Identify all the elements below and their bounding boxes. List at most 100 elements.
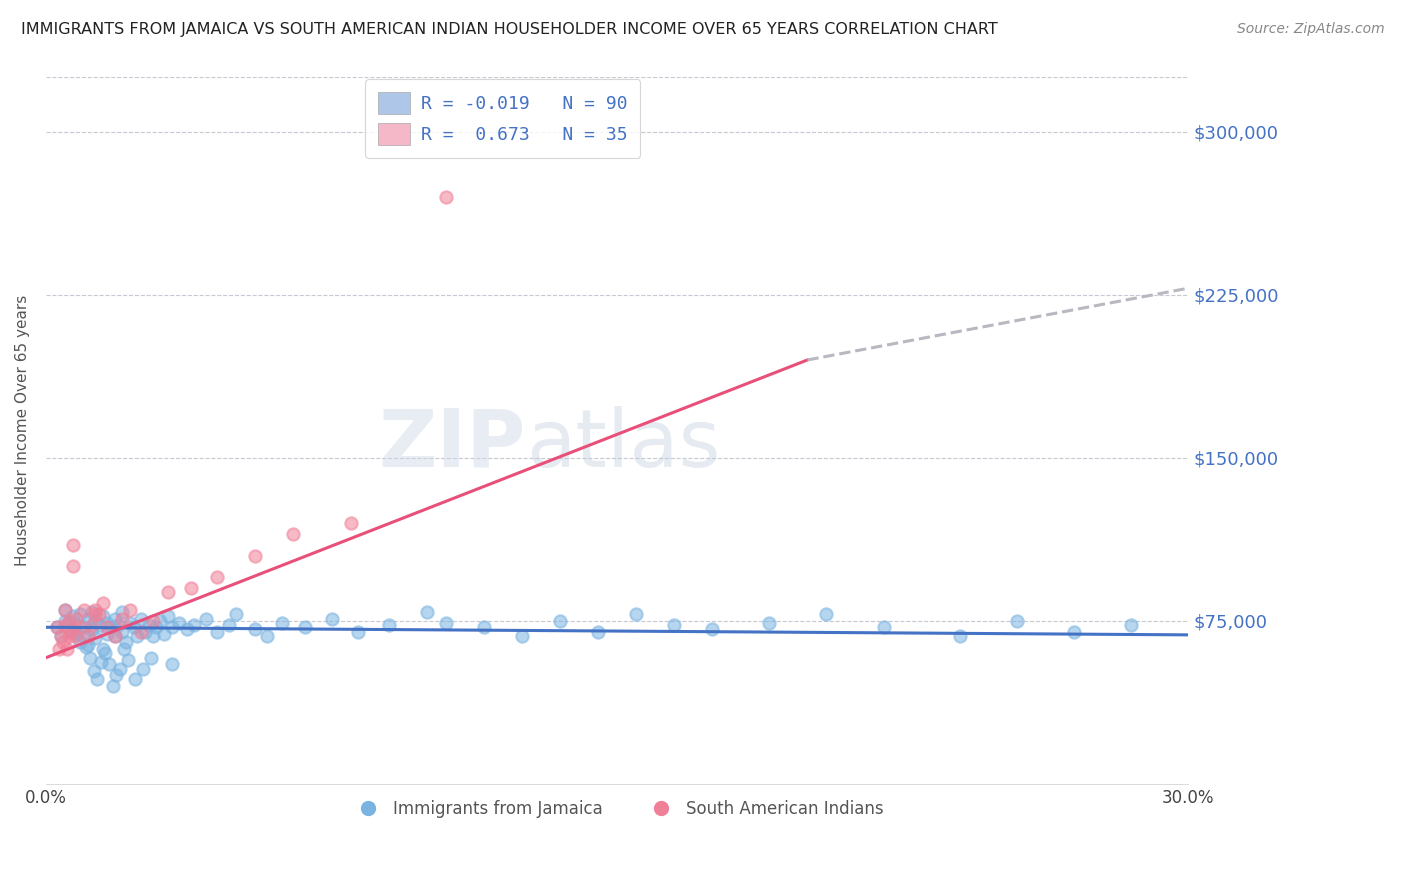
Point [76, 638, 98, 652]
Point [118, 615, 141, 630]
Point [96, 627, 118, 641]
Point [100, 620, 122, 634]
Point [91, 642, 114, 657]
Point [111, 611, 134, 625]
Point [294, 620, 316, 634]
Text: atlas: atlas [526, 406, 720, 483]
Point [624, 607, 647, 622]
Point [46, 620, 69, 634]
Point [194, 611, 217, 625]
Point [115, 635, 138, 649]
Point [117, 653, 139, 667]
Point [160, 620, 183, 634]
Point [132, 662, 155, 676]
Point [83, 664, 105, 678]
Point [96, 615, 118, 630]
Point [207, 570, 229, 584]
Point [149, 614, 172, 628]
Point [662, 618, 685, 632]
Point [111, 605, 134, 619]
Point [53, 618, 76, 632]
Point [73, 620, 96, 634]
Point [84, 614, 107, 628]
Point [107, 618, 129, 632]
Point [256, 629, 278, 643]
Point [53, 603, 76, 617]
Point [58, 615, 80, 630]
Point [347, 624, 370, 639]
Point [225, 607, 247, 622]
Point [65, 618, 87, 632]
Point [58, 629, 80, 643]
Point [84, 607, 107, 622]
Point [245, 623, 267, 637]
Point [103, 611, 125, 625]
Point [180, 581, 202, 595]
Point [96, 620, 118, 634]
Point [80, 623, 103, 637]
Point [79, 650, 101, 665]
Point [53, 603, 76, 617]
Point [110, 662, 132, 676]
Point [321, 611, 343, 625]
Point [75, 640, 97, 654]
Point [339, 516, 361, 530]
Point [245, 549, 267, 563]
Point [1063, 624, 1085, 639]
Point [62, 538, 84, 552]
Point [1005, 614, 1028, 628]
Point [58, 623, 80, 637]
Point [702, 623, 724, 637]
Point [76, 611, 98, 625]
Point [815, 607, 838, 622]
Point [129, 624, 152, 639]
Point [62, 609, 84, 624]
Point [1119, 618, 1142, 632]
Point [183, 618, 205, 632]
Point [80, 618, 103, 632]
Point [142, 629, 165, 643]
Point [872, 620, 894, 634]
Point [124, 673, 146, 687]
Point [586, 624, 609, 639]
Point [62, 624, 84, 639]
Point [80, 605, 103, 619]
Point [105, 668, 128, 682]
Point [139, 650, 162, 665]
Point [134, 624, 156, 639]
Point [127, 629, 149, 643]
Point [156, 585, 179, 599]
Point [62, 559, 84, 574]
Point [142, 614, 165, 628]
Point [69, 607, 91, 622]
Point [89, 618, 111, 632]
Point [122, 620, 145, 634]
Point [138, 618, 160, 632]
Point [176, 623, 198, 637]
Point [84, 631, 107, 645]
Point [111, 624, 134, 639]
Point [76, 629, 98, 643]
Point [73, 603, 96, 617]
Point [59, 624, 82, 639]
Legend: Immigrants from Jamaica, South American Indians: Immigrants from Jamaica, South American … [344, 794, 890, 825]
Point [90, 655, 112, 669]
Point [156, 609, 179, 624]
Point [69, 620, 91, 634]
Point [145, 620, 167, 634]
Text: Source: ZipAtlas.com: Source: ZipAtlas.com [1237, 22, 1385, 37]
Point [69, 635, 91, 649]
Text: ZIP: ZIP [378, 406, 526, 483]
Point [118, 603, 141, 617]
Point [129, 611, 152, 625]
Point [51, 629, 73, 643]
Point [271, 615, 294, 630]
Point [73, 629, 96, 643]
Point [218, 618, 240, 632]
Y-axis label: Householder Income Over 65 years: Householder Income Over 65 years [15, 295, 30, 566]
Point [283, 526, 305, 541]
Point [510, 629, 533, 643]
Point [112, 642, 135, 657]
Point [89, 607, 111, 622]
Point [94, 646, 117, 660]
